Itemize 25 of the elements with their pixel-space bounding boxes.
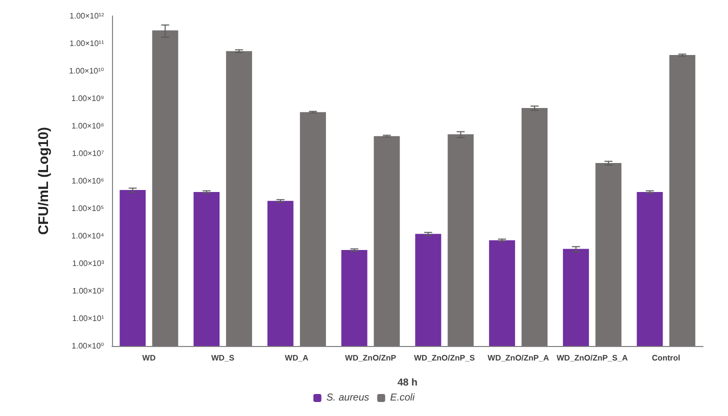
legend-label: S. aureus — [326, 392, 370, 404]
y-tick-label: 1.00×10¹ — [72, 314, 104, 323]
x-tick-label: WD_S — [211, 354, 236, 362]
y-tick-label: 1.00×10⁶ — [72, 176, 104, 186]
x-tick-label: Control — [652, 354, 680, 362]
x-tick-label: WD_ZnO/ZnP_A — [488, 354, 550, 362]
y-tick-label: 1.00×10¹² — [70, 12, 104, 20]
y-tick-label: 1.00×10² — [72, 286, 104, 296]
x-tick-label: WD_ZnO/ZnP — [345, 354, 397, 362]
x-tick-label: WD_ZnO/ZnP_S_A — [556, 354, 628, 362]
y-axis-title: CFU/mL (Log10) — [35, 127, 51, 235]
legend-label: E.coli — [390, 392, 416, 404]
y-tick-label: 1.00×10⁸ — [71, 122, 104, 130]
x-tick-label: WD_A — [284, 354, 309, 362]
y-tick-label: 1.00×10⁴ — [71, 232, 105, 240]
x-tick-label: WD_ZnO/ZnP_S — [414, 354, 476, 362]
y-tick-label: 1.00×10³ — [72, 259, 104, 268]
y-tick-label: 1.00×10⁵ — [72, 204, 104, 213]
y-tick-label: 1.00×10⁹ — [71, 94, 104, 103]
y-tick-label: 1.00×10⁷ — [72, 149, 104, 158]
x-tick-label: WD — [142, 354, 156, 362]
y-tick-label: 1.00×10⁰ — [72, 342, 104, 350]
x-axis-title: 48 h — [397, 378, 418, 388]
y-tick-label: 1.00×10¹¹ — [70, 39, 104, 48]
y-tick-label: 1.00×10¹⁰ — [68, 66, 104, 76]
